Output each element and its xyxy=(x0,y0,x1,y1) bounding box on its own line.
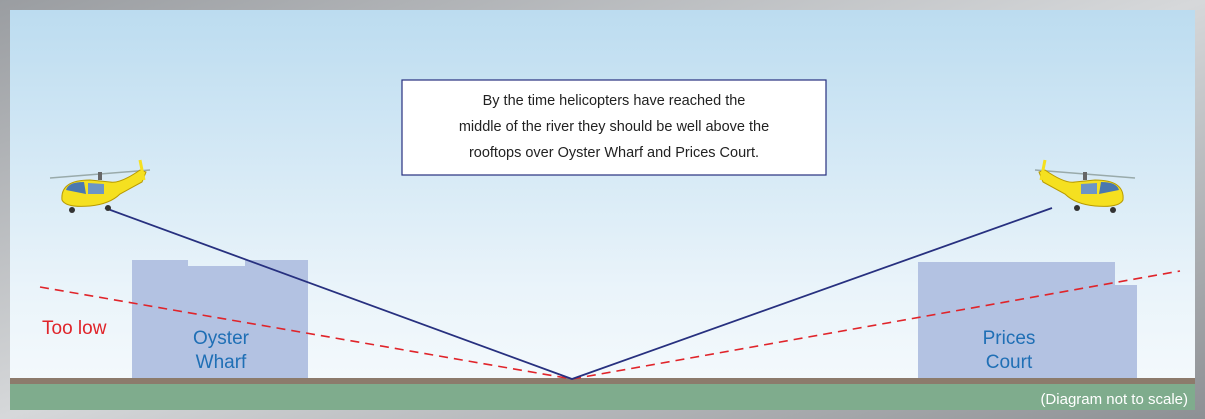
caption-line: middle of the river they should be well … xyxy=(459,119,769,135)
ground xyxy=(10,378,1195,384)
water xyxy=(10,384,1195,410)
building-label: Wharf xyxy=(196,352,247,373)
building-label: Prices xyxy=(983,328,1036,349)
caption-line: By the time helicopters have reached the xyxy=(483,93,746,109)
building-label: Court xyxy=(986,352,1033,373)
diagram: By the time helicopters have reached the… xyxy=(0,0,1205,419)
footnote: (Diagram not to scale) xyxy=(1040,391,1188,408)
building-label: Oyster xyxy=(193,328,250,349)
page: By the time helicopters have reached the… xyxy=(0,0,1205,419)
too-low-label: Too low xyxy=(42,318,107,339)
caption-line: rooftops over Oyster Wharf and Prices Co… xyxy=(469,145,759,161)
